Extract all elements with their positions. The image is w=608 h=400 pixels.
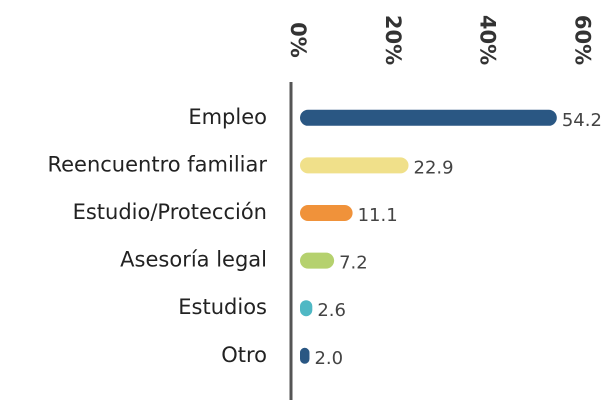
value-label: 2.6 xyxy=(317,300,346,321)
value-label: 11.1 xyxy=(358,205,398,226)
x-tick-label: 20% xyxy=(381,15,405,65)
category-label: Estudios xyxy=(178,295,267,319)
bar xyxy=(300,205,353,221)
value-label: 2.0 xyxy=(314,348,343,369)
category-label: Empleo xyxy=(188,105,267,129)
x-tick-label: 0% xyxy=(286,22,310,58)
value-label: 22.9 xyxy=(414,157,454,178)
bar xyxy=(300,109,557,126)
bar xyxy=(300,347,310,364)
bar xyxy=(300,300,313,317)
category-label: Otro xyxy=(221,343,267,367)
bar xyxy=(300,252,335,269)
category-label: Asesoría legal xyxy=(120,248,267,272)
value-label: 54.2 xyxy=(562,110,602,131)
x-tick-label: 40% xyxy=(476,15,500,65)
value-label: 7.2 xyxy=(339,253,368,274)
x-tick-label: 60% xyxy=(570,15,594,65)
category-label: Reencuentro familiar xyxy=(47,152,267,176)
category-label: Estudio/Protección xyxy=(73,200,267,224)
bar xyxy=(300,157,409,174)
